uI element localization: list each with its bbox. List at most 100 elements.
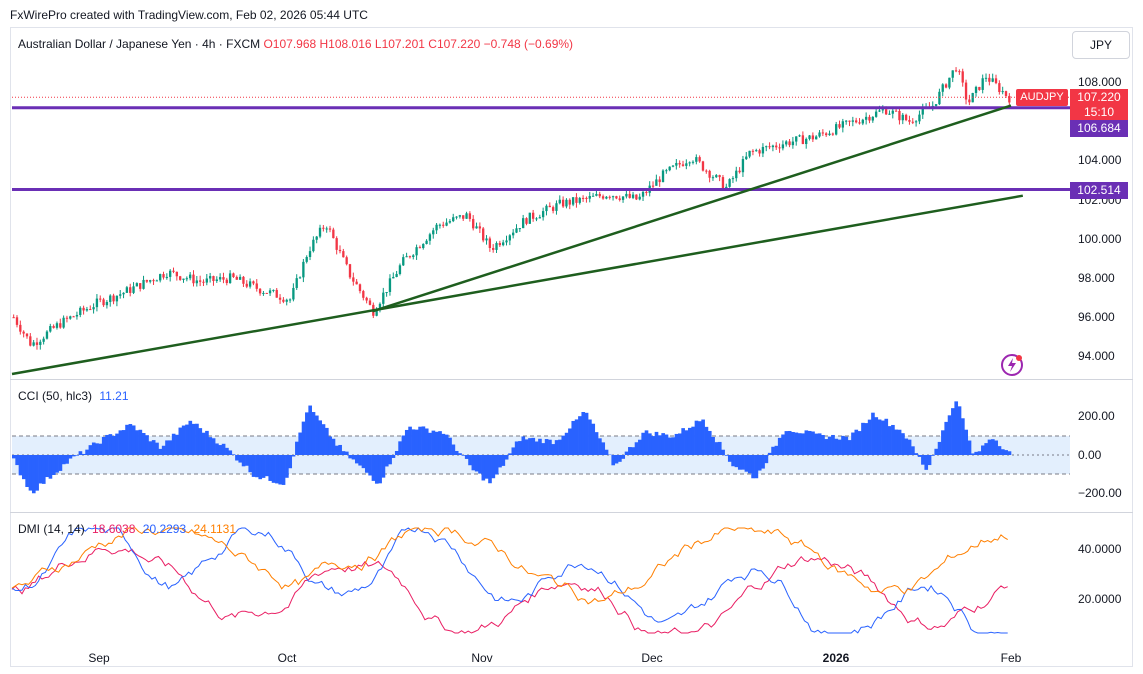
candle-body <box>169 270 172 277</box>
candle-body <box>328 228 332 230</box>
candle-body <box>262 292 265 294</box>
cci-bar <box>874 417 879 455</box>
candle-body <box>345 257 348 265</box>
cci-bar <box>757 455 762 471</box>
cci-bar <box>881 420 885 455</box>
candle-body <box>242 276 245 284</box>
cci-bar <box>295 441 299 455</box>
candle-body <box>911 121 914 123</box>
cci-bar <box>641 432 645 455</box>
candle-body <box>898 110 901 121</box>
cci-bar <box>681 428 685 455</box>
candle-body <box>575 197 578 203</box>
upper-line-tag: 106.684 <box>1070 120 1128 137</box>
cci-bar <box>474 455 479 472</box>
candle-body <box>125 287 129 293</box>
cci-bar <box>841 435 845 455</box>
candle-body <box>628 193 631 198</box>
candle-body <box>688 162 691 164</box>
candle-body <box>59 323 62 328</box>
dmi-minus-value: 20.2293 <box>142 522 187 536</box>
pane-separator[interactable] <box>10 512 1133 513</box>
candle-body <box>771 145 775 148</box>
candle-body <box>841 121 845 128</box>
candle-body <box>69 316 72 319</box>
cci-bar <box>155 442 159 455</box>
candle-body <box>758 150 761 154</box>
candle-body <box>605 196 608 199</box>
price-axis-tick: 108.000 <box>1078 75 1122 89</box>
cci-bar <box>105 434 109 455</box>
cci-bar <box>175 434 179 455</box>
candle-body <box>112 295 115 302</box>
cci-bar <box>441 433 446 455</box>
cci-bar <box>31 455 36 494</box>
cci-bar <box>48 455 53 479</box>
cci-bar <box>634 442 639 455</box>
candle-body <box>695 157 698 162</box>
cci-bar <box>28 455 33 491</box>
cci-bar <box>731 455 735 467</box>
cci-bar <box>581 411 586 455</box>
candle-body <box>55 323 59 328</box>
candle-body <box>105 301 109 306</box>
cci-bar <box>161 445 166 455</box>
cci-bar <box>328 436 332 455</box>
candle-body <box>828 133 831 136</box>
candle-body <box>921 107 924 115</box>
candle-body <box>85 309 89 311</box>
cci-bar <box>325 427 329 455</box>
trend-line <box>11 194 1024 376</box>
cci-bar <box>88 445 93 455</box>
cci-bar <box>85 449 89 455</box>
cci-bar <box>111 435 116 455</box>
candle-body <box>445 222 448 226</box>
candle-body <box>432 230 435 235</box>
cci-bar <box>794 432 799 455</box>
candle-body <box>139 283 142 289</box>
candle-body <box>92 307 95 310</box>
cci-bar <box>524 439 529 455</box>
candle-body <box>858 122 861 124</box>
candle-body <box>152 280 155 282</box>
candle-body <box>39 341 42 345</box>
cci-bar <box>308 405 312 455</box>
candle-body <box>861 119 864 124</box>
candle-body <box>312 239 315 252</box>
cci-bar <box>531 437 536 455</box>
cci-bar <box>534 441 539 455</box>
candle-body <box>412 255 415 257</box>
cci-bar <box>501 455 506 466</box>
tradingview-logo-icon[interactable] <box>1000 353 1024 377</box>
cci-bar <box>55 455 59 473</box>
pane-separator[interactable] <box>10 379 1133 380</box>
candle-body <box>748 150 751 157</box>
candle-body <box>292 287 295 300</box>
cci-bar <box>821 435 825 455</box>
candle-body <box>701 161 705 171</box>
candle-body <box>521 218 525 229</box>
candle-body <box>472 218 475 229</box>
cci-bar <box>285 455 289 478</box>
candle-body <box>205 278 208 283</box>
cci-bar <box>235 455 239 461</box>
cci-bar <box>431 430 436 455</box>
candle-body <box>132 286 135 293</box>
cci-bar <box>831 434 835 455</box>
cci-bar <box>824 439 829 455</box>
dmi-line <box>11 547 1008 634</box>
cci-bar <box>791 431 795 455</box>
cci-bar <box>781 434 785 455</box>
candle-body <box>232 273 235 277</box>
candle-body <box>115 295 119 302</box>
candle-body <box>1008 95 1011 103</box>
cci-bar <box>668 437 672 455</box>
currency-button[interactable]: JPY <box>1072 31 1130 59</box>
cci-bar <box>421 426 426 455</box>
cci-bar <box>461 455 466 456</box>
candle-body <box>874 111 878 117</box>
cci-bar <box>977 451 982 455</box>
cci-bar <box>697 421 702 455</box>
candle-body <box>838 124 841 128</box>
